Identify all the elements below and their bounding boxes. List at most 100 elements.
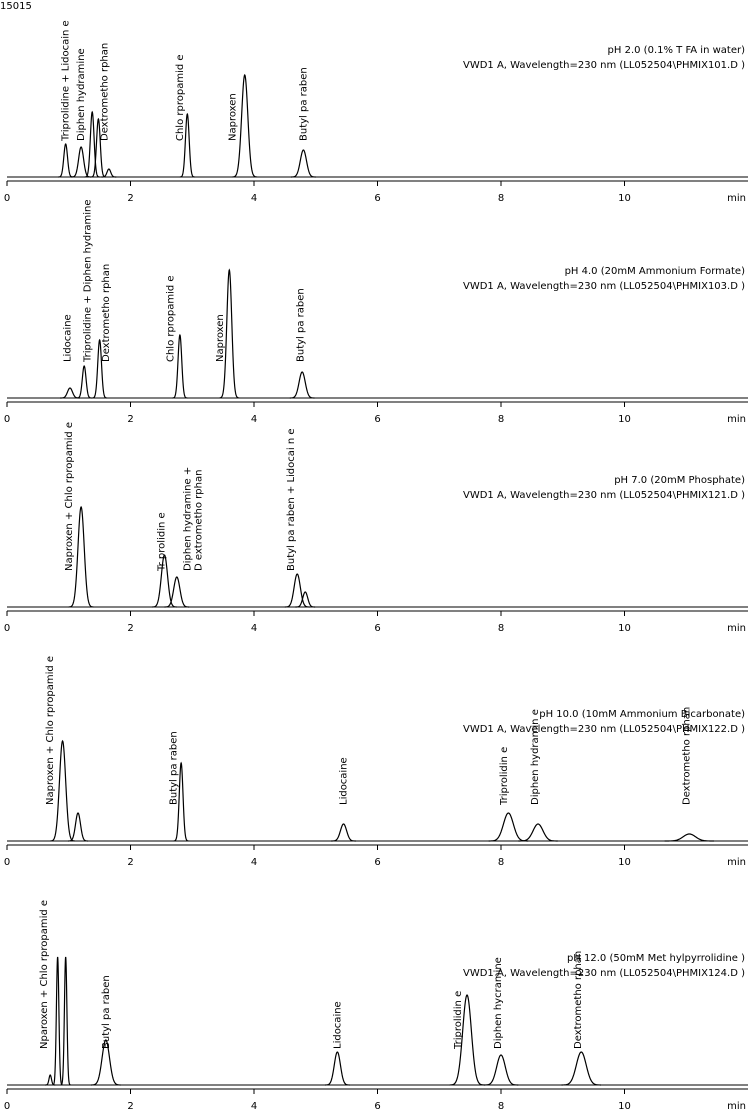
- peak-label: Chlo rpropamid e: [166, 275, 177, 362]
- x-tick-label: 8: [498, 623, 504, 634]
- peak-label: Nparoxen + Chlo rpropamid e: [39, 900, 50, 1049]
- peak: [101, 168, 117, 178]
- x-tick-label: 10: [618, 857, 631, 868]
- x-tick-label: 10: [618, 193, 631, 204]
- peak-label: Triprolidine + Lidocain e: [61, 20, 72, 142]
- peak-label: Butyl pa raben: [101, 975, 112, 1049]
- figure-label: 15015: [0, 1, 32, 12]
- peak: [289, 371, 315, 399]
- peak: [172, 333, 188, 399]
- peak: [50, 739, 75, 842]
- x-axis-label: min: [727, 193, 746, 204]
- peak: [60, 956, 71, 1086]
- peak-label: Dextrometho rphan: [573, 951, 584, 1049]
- x-axis-label: min: [727, 414, 746, 425]
- x-tick-label: 2: [127, 414, 133, 425]
- x-tick-label: 0: [4, 623, 10, 634]
- peak: [324, 1051, 350, 1086]
- x-axis-label: min: [727, 857, 746, 868]
- peak: [58, 143, 74, 178]
- peak: [90, 1039, 121, 1086]
- peak-label: Diphen hydramin e: [530, 709, 541, 805]
- peak: [664, 833, 715, 842]
- peak: [84, 110, 100, 178]
- x-axis-label: min: [727, 623, 746, 634]
- x-tick-label: 6: [374, 623, 380, 634]
- peak-label: Butyl pa raben + Lidocai n e: [286, 428, 297, 571]
- peak-label: Diphen hydramine +: [182, 467, 193, 571]
- x-tick-label: 4: [251, 857, 257, 868]
- peak-label: Dextrometho rphan: [100, 43, 111, 141]
- peak: [179, 112, 195, 178]
- peak: [68, 505, 94, 608]
- peak: [449, 994, 485, 1086]
- x-tick-label: 2: [127, 857, 133, 868]
- peak-label: Triprolidine + Diphen hydramine: [82, 200, 93, 363]
- peak: [518, 823, 558, 842]
- peak: [68, 812, 88, 842]
- peak: [173, 761, 189, 842]
- x-tick-label: 4: [251, 414, 257, 425]
- peak-label: Butyl pa raben: [169, 731, 180, 805]
- peak-label: Butyl pa raben: [295, 288, 306, 362]
- panel-title: pH 2.0 (0.1% T FA in water): [608, 45, 746, 56]
- panel-title: pH 4.0 (20mM Ammonium Formate): [565, 266, 746, 277]
- x-tick-label: 4: [251, 1101, 257, 1109]
- peak-label: Butyl pa raben: [298, 67, 309, 141]
- x-tick-label: 8: [498, 857, 504, 868]
- x-tick-label: 4: [251, 193, 257, 204]
- peak: [295, 591, 316, 608]
- peak-label: Diphen hycramine: [493, 957, 504, 1049]
- x-tick-label: 8: [498, 414, 504, 425]
- peak: [164, 576, 190, 608]
- peak-label: Lidocaine: [332, 1001, 343, 1049]
- panel-title: pH 12.0 (50mM Met hylpyrrolidine ): [567, 953, 745, 964]
- x-tick-label: 8: [498, 193, 504, 204]
- peak: [488, 812, 529, 842]
- peak-label: Triprolidin e: [453, 991, 464, 1050]
- peak: [90, 117, 106, 178]
- x-tick-label: 8: [498, 1101, 504, 1109]
- peak-label: Tr prolidin e: [156, 512, 167, 572]
- peak-label: Naproxen + Chlo rpropamid e: [64, 422, 75, 571]
- peak-label: Naproxen: [227, 93, 238, 141]
- peak-label: Dextrometho rphan: [681, 707, 692, 805]
- peak: [92, 338, 108, 399]
- peak: [232, 73, 258, 178]
- x-tick-label: 2: [127, 623, 133, 634]
- peak: [76, 365, 92, 399]
- x-tick-label: 2: [127, 193, 133, 204]
- peak: [60, 387, 80, 399]
- peak-label: Lidocaine: [339, 757, 350, 805]
- x-tick-label: 10: [618, 623, 631, 634]
- panel-subtitle: VWD1 A, Wavelength=230 nm (LL052504\PHMI…: [463, 968, 745, 979]
- x-tick-label: 2: [127, 1101, 133, 1109]
- peak: [284, 573, 310, 608]
- x-tick-label: 10: [618, 1101, 631, 1109]
- peak-label: Naproxen + Chlo rpropamid e: [45, 656, 56, 805]
- panel-subtitle: VWD1 A, Wavelength=230 nm (LL052504\PHMI…: [463, 490, 745, 501]
- peak-label: Diphen hydramine: [76, 48, 87, 141]
- x-tick-label: 6: [374, 414, 380, 425]
- x-tick-label: 0: [4, 414, 10, 425]
- peak: [71, 146, 91, 178]
- peak: [219, 268, 240, 399]
- peak-label: Chlo rpropamid e: [175, 54, 186, 141]
- peak: [331, 823, 356, 842]
- peak-label: Triprolidin e: [499, 747, 510, 806]
- panel-title: pH 7.0 (20mM Phosphate): [614, 475, 745, 486]
- panel-subtitle: VWD1 A, Wavelength=230 nm (LL052504\PHMI…: [463, 724, 745, 735]
- peak: [152, 554, 177, 608]
- panel-title: pH 10.0 (10mM Ammonium Bicarbonate): [539, 709, 745, 720]
- x-tick-label: 0: [4, 1101, 10, 1109]
- x-tick-label: 0: [4, 857, 10, 868]
- panel-subtitle: VWD1 A, Wavelength=230 nm (LL052504\PHMI…: [463, 281, 745, 292]
- peak: [483, 1054, 519, 1086]
- x-axis-label: min: [727, 1101, 746, 1109]
- x-tick-label: 6: [374, 1101, 380, 1109]
- panel-subtitle: VWD1 A, Wavelength=230 nm (LL052504\PHMI…: [463, 60, 745, 71]
- x-tick-label: 6: [374, 193, 380, 204]
- peak: [52, 956, 63, 1086]
- x-tick-label: 6: [374, 857, 380, 868]
